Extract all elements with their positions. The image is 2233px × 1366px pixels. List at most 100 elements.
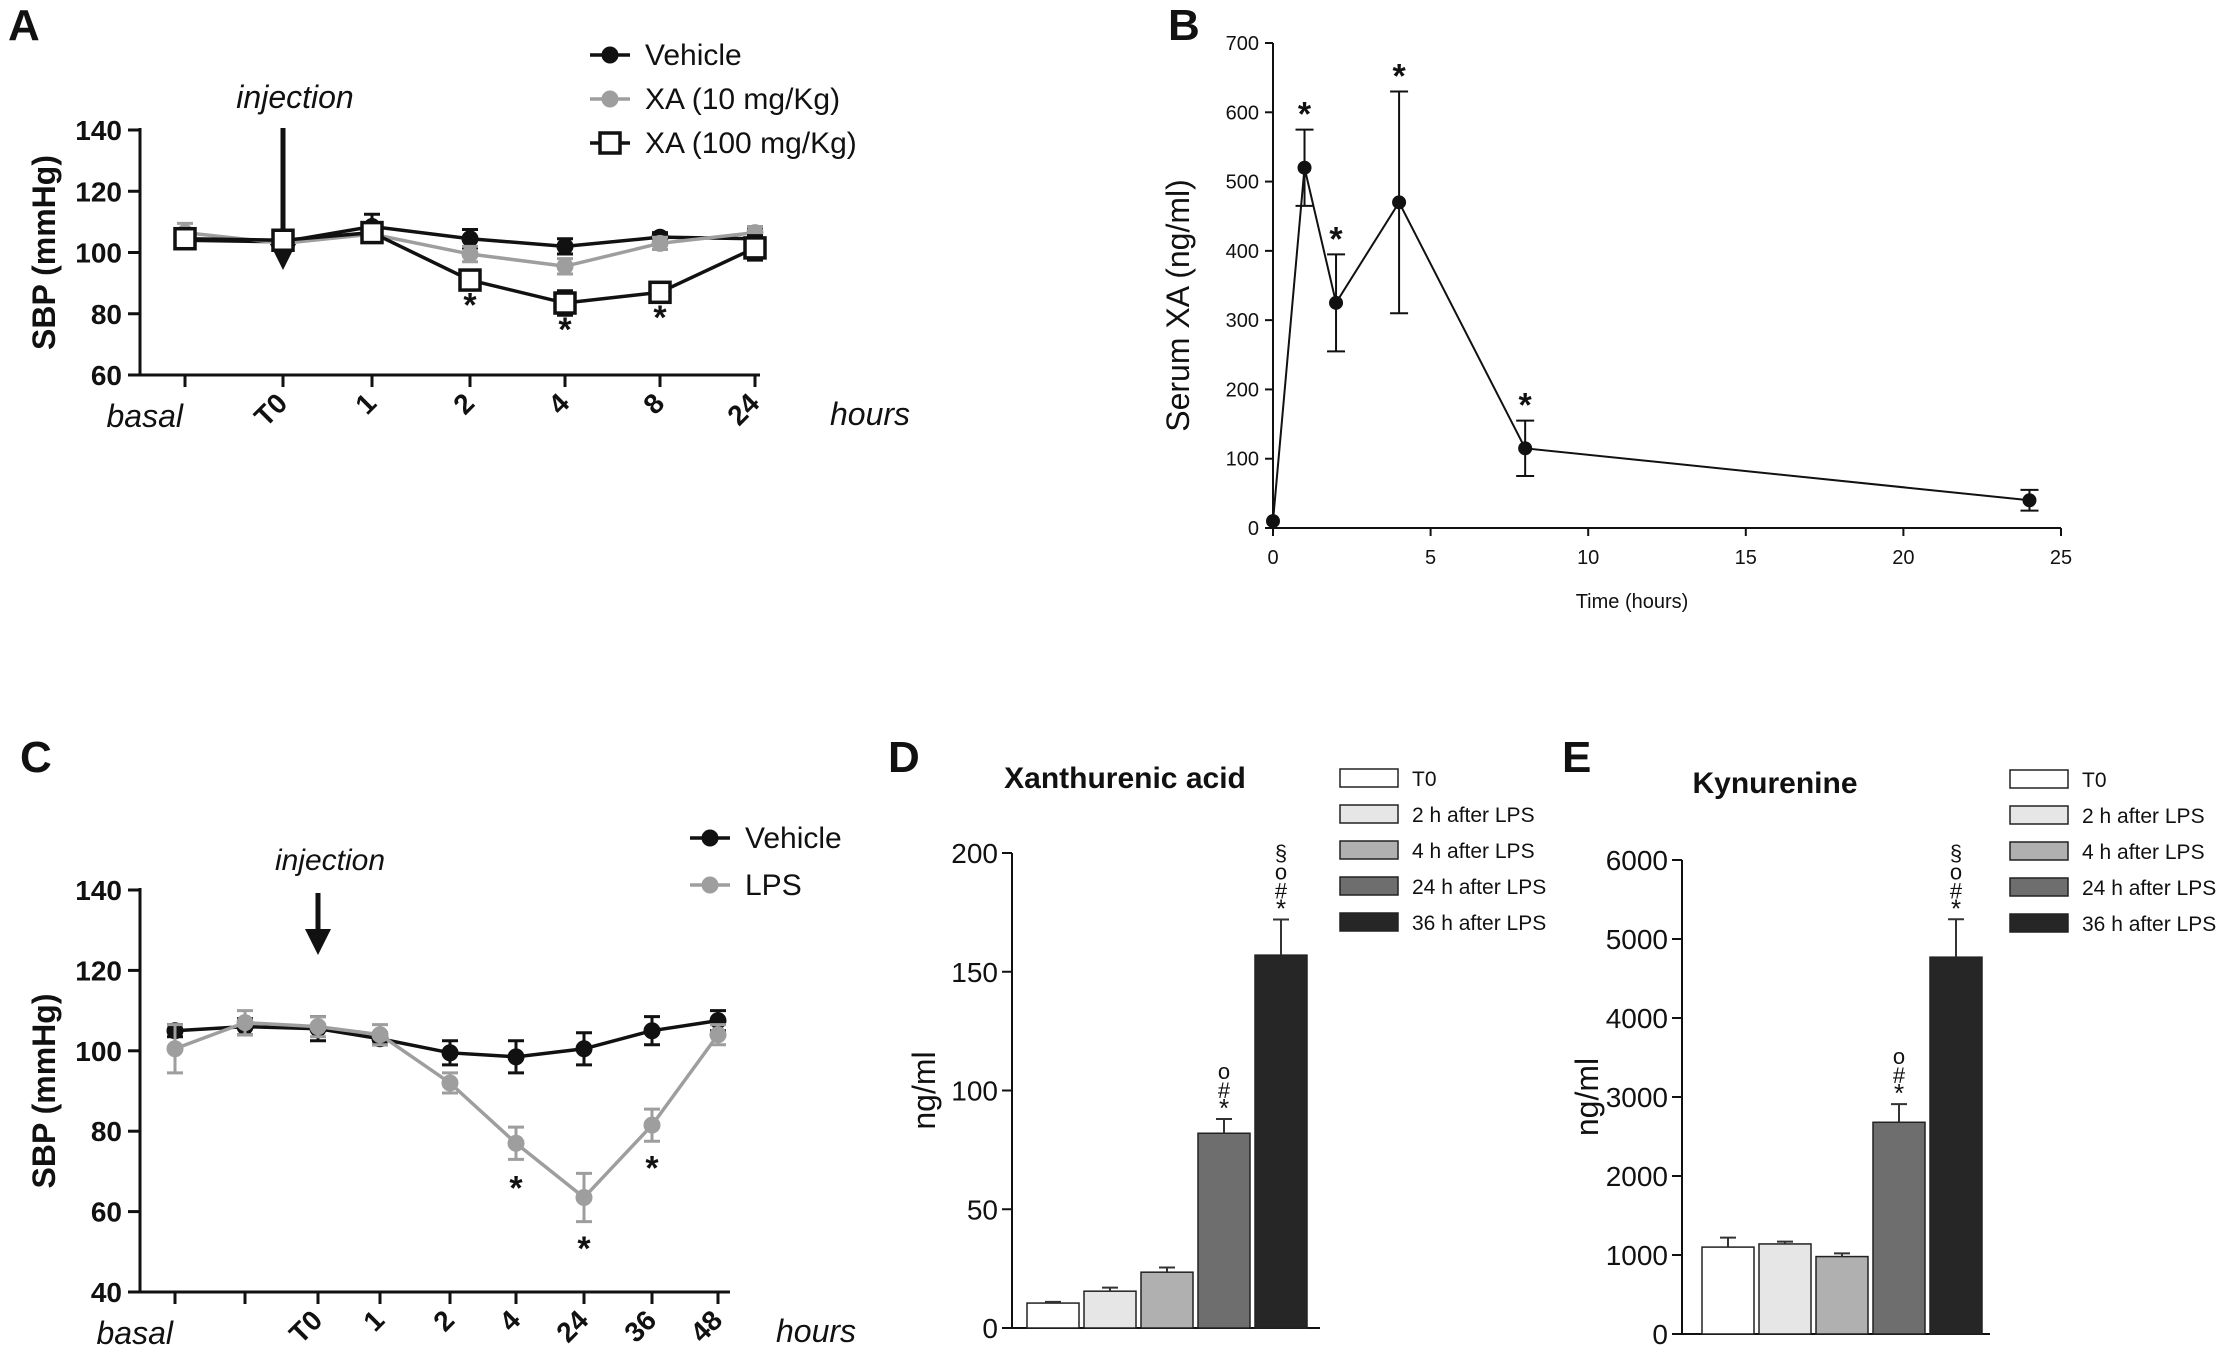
bar bbox=[1872, 1121, 1926, 1335]
error-bar bbox=[1159, 1266, 1175, 1273]
data-point bbox=[2022, 493, 2037, 508]
legend-label: Vehicle bbox=[745, 822, 842, 855]
data-point bbox=[458, 268, 482, 292]
error-bar bbox=[1834, 1252, 1850, 1257]
y-tick-label: 80 bbox=[91, 299, 122, 330]
legend-label: T0 bbox=[2082, 769, 2107, 792]
legend-label: XA (100 mg/Kg) bbox=[645, 127, 857, 160]
significance-symbol: # bbox=[1218, 1078, 1231, 1103]
legend-label: XA (10 mg/Kg) bbox=[645, 83, 840, 116]
data-point bbox=[643, 1022, 661, 1040]
x-tick-label: 10 bbox=[1577, 547, 1599, 569]
legend-swatch bbox=[2009, 913, 2069, 933]
y-tick-label: 1000 bbox=[1606, 1240, 1668, 1271]
x-tick-label: 8 bbox=[637, 387, 670, 420]
x-tick-label: basal bbox=[97, 1315, 174, 1351]
legend-label: T0 bbox=[1412, 768, 1437, 791]
y-tick-label: 100 bbox=[75, 238, 122, 269]
data-point bbox=[441, 1044, 459, 1062]
chart-b: 0 100 200 300 400 500 600 700 0 5 10 15 20 25 Time (ho… bbox=[1160, 33, 2072, 613]
data-point bbox=[1266, 514, 1280, 529]
data-point bbox=[553, 291, 577, 315]
legend-label: Vehicle bbox=[645, 39, 742, 72]
legend-swatch bbox=[1339, 768, 1399, 788]
x-tick-label: 5 bbox=[1425, 547, 1436, 569]
x-tick-label: 48 bbox=[684, 1304, 728, 1348]
bar bbox=[1929, 956, 1983, 1335]
significance-star: * bbox=[1392, 58, 1406, 96]
significance-star: * bbox=[1298, 96, 1312, 134]
y-tick-label: 60 bbox=[91, 360, 122, 391]
error-bar bbox=[1720, 1236, 1736, 1248]
significance-symbol: # bbox=[1275, 879, 1288, 904]
legend-label: 4 h after LPS bbox=[2082, 841, 2205, 864]
chart-title: Kynurenine bbox=[1692, 767, 1857, 800]
axes bbox=[1272, 43, 2061, 529]
data-point bbox=[461, 245, 479, 263]
significance-star: * bbox=[577, 1230, 591, 1268]
panel-letter-c: C bbox=[20, 733, 52, 782]
legend-label: 36 h after LPS bbox=[2082, 913, 2216, 936]
legend-label: LPS bbox=[745, 869, 802, 902]
data-point bbox=[271, 228, 295, 252]
y-tick-label: 400 bbox=[1226, 241, 1259, 263]
error-bar bbox=[1948, 918, 1964, 958]
y-tick-label: 150 bbox=[951, 957, 998, 988]
y-axis-title: Serum XA (ng/ml) bbox=[1160, 179, 1196, 432]
bar bbox=[1254, 954, 1308, 1329]
significance-star: * bbox=[653, 299, 667, 337]
legend-swatch bbox=[2009, 805, 2069, 825]
x-tick-label: 4 bbox=[493, 1304, 526, 1337]
legend-label: 2 h after LPS bbox=[1412, 804, 1535, 827]
bar bbox=[1197, 1132, 1251, 1329]
y-tick-label: 60 bbox=[91, 1197, 122, 1228]
data-point bbox=[651, 234, 669, 252]
y-tick-label: 100 bbox=[75, 1036, 122, 1067]
legend-swatch bbox=[1339, 840, 1399, 860]
x-axis-title: hours bbox=[776, 1313, 856, 1349]
y-tick-label: 500 bbox=[1226, 172, 1259, 194]
legend-marker bbox=[598, 131, 622, 155]
data-point bbox=[556, 237, 574, 255]
y-tick-label: 200 bbox=[951, 838, 998, 869]
y-tick-label: 700 bbox=[1226, 33, 1259, 55]
y-axis-title: ng/ml bbox=[906, 1051, 942, 1129]
chart-title: Xanthurenic acid bbox=[1004, 762, 1246, 795]
x-tick-label: 24 bbox=[721, 387, 765, 431]
x-axis-title: hours bbox=[830, 396, 910, 432]
data-point bbox=[1518, 441, 1533, 456]
legend-swatch bbox=[1339, 876, 1399, 896]
data-point bbox=[507, 1134, 525, 1152]
significance-symbol: o bbox=[1218, 1059, 1230, 1084]
chart-c: 40 60 80 100 120 140 basal T0 1 2 4 24 36 48 hours SBP … bbox=[26, 822, 856, 1351]
significance-star: * bbox=[1329, 220, 1343, 258]
legend-label: 4 h after LPS bbox=[1412, 840, 1535, 863]
x-tick-label: 1 bbox=[349, 387, 382, 420]
significance-star: * bbox=[645, 1149, 659, 1187]
x-tick-label: 4 bbox=[542, 387, 575, 420]
data-point bbox=[441, 1074, 459, 1092]
data-point bbox=[643, 1116, 661, 1134]
error-bar bbox=[1273, 918, 1289, 956]
x-tick-label: T0 bbox=[248, 387, 293, 432]
legend-marker bbox=[701, 876, 719, 894]
y-axis-title: SBP (mmHg) bbox=[26, 994, 62, 1189]
chart-e: 0 1000 2000 3000 4000 5000 6000 Kynurenine ng/ml… bbox=[1569, 767, 2216, 1350]
y-axis-title: SBP (mmHg) bbox=[26, 155, 62, 350]
data-point bbox=[1329, 295, 1344, 310]
x-axis-title: Time (hours) bbox=[1576, 591, 1689, 613]
bar bbox=[1026, 1302, 1080, 1329]
y-tick-label: 140 bbox=[75, 875, 122, 906]
data-point bbox=[743, 236, 767, 260]
bar bbox=[1758, 1243, 1812, 1335]
data-point bbox=[709, 1026, 727, 1044]
y-tick-label: 200 bbox=[1226, 379, 1259, 401]
x-tick-label: 2 bbox=[427, 1304, 460, 1337]
x-tick-label: 2 bbox=[447, 387, 480, 420]
bar bbox=[1083, 1290, 1137, 1329]
y-tick-label: 600 bbox=[1226, 102, 1259, 124]
legend-swatch bbox=[1339, 804, 1399, 824]
error-bar bbox=[1216, 1118, 1232, 1134]
